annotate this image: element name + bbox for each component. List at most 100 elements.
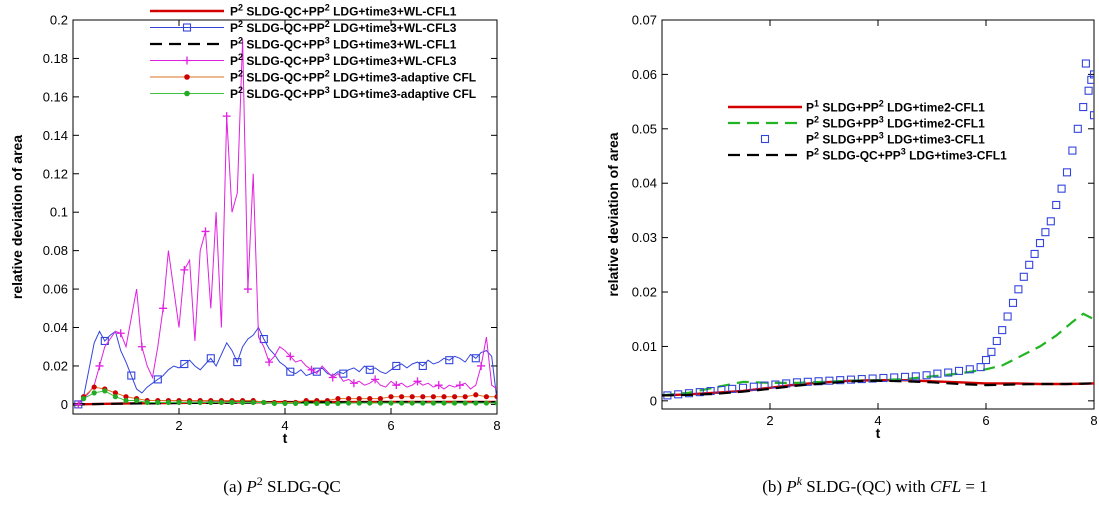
- data-point: [434, 381, 443, 390]
- data-point: [250, 399, 256, 406]
- data-point: [944, 368, 953, 377]
- data-point: [1046, 217, 1055, 226]
- series-3: [662, 379, 1094, 397]
- y-tick-label: 0.02: [632, 285, 657, 300]
- data-point: [229, 399, 235, 406]
- data-point: [455, 381, 464, 390]
- y-tick-label: 0.1: [50, 205, 68, 220]
- data-point: [176, 399, 182, 406]
- data-point: [1068, 146, 1077, 155]
- series-1: [74, 326, 497, 409]
- data-point: [868, 374, 877, 383]
- data-point: [473, 400, 479, 406]
- data-point: [1008, 298, 1018, 307]
- y-tick-label: 0.08: [43, 243, 68, 258]
- data-point: [483, 394, 489, 400]
- data-point: [180, 265, 189, 274]
- data-point: [312, 367, 321, 376]
- data-point: [803, 377, 812, 386]
- data-point: [418, 361, 427, 371]
- data-point: [1019, 272, 1028, 281]
- data-point: [356, 400, 362, 406]
- legend-entry-3: P2 SLDG-QC+PP3 LDG+time3-CFL1: [806, 147, 1007, 163]
- data-point: [420, 400, 426, 406]
- data-point: [293, 400, 299, 407]
- data-point: [367, 400, 373, 406]
- y-tick-label: 0.2: [50, 13, 68, 28]
- data-point: [153, 375, 162, 384]
- figure-caption: (b) Pk SLDG-(QC) with CFL = 1: [762, 474, 988, 496]
- data-point: [324, 400, 330, 407]
- data-point: [430, 400, 436, 406]
- data-point: [259, 334, 268, 344]
- data-point: [749, 382, 758, 391]
- data-point: [1025, 260, 1034, 269]
- plot-area: [662, 59, 1094, 400]
- data-point: [911, 372, 920, 381]
- data-point: [473, 392, 479, 398]
- data-point: [1003, 312, 1012, 321]
- data-point: [165, 399, 171, 406]
- data-point: [445, 356, 454, 365]
- data-point: [127, 371, 136, 380]
- y-tick-label: 0.06: [632, 67, 657, 82]
- y-tick-label: 0.04: [632, 176, 657, 191]
- data-point: [409, 400, 415, 406]
- data-point: [377, 400, 383, 406]
- x-axis-label: t: [876, 425, 881, 441]
- data-point: [420, 394, 426, 400]
- chart-b: 0 0.01 0.02 0.03 0.04 0.05 0.06 0.07 2 4 6 8 t relati…: [605, 13, 1098, 497]
- x-tick-label: 6: [387, 418, 394, 433]
- data-point: [328, 373, 337, 382]
- data-point: [81, 396, 87, 402]
- series-1: [662, 312, 1094, 397]
- data-point: [314, 400, 320, 407]
- data-point: [494, 400, 497, 406]
- legend-marker: [184, 74, 190, 80]
- series-line: [77, 326, 497, 405]
- data-point: [123, 397, 129, 404]
- data-point: [112, 394, 118, 400]
- data-point: [771, 380, 780, 389]
- x-tick-label: 6: [982, 413, 989, 428]
- data-point: [477, 361, 486, 370]
- x-axis-label: t: [283, 430, 288, 446]
- data-point: [1052, 200, 1061, 210]
- data-point: [271, 400, 277, 407]
- data-point: [954, 366, 964, 375]
- series-line: [83, 390, 497, 404]
- data-point: [134, 397, 140, 404]
- data-point: [112, 390, 118, 396]
- data-point: [430, 394, 436, 400]
- data-point: [846, 375, 856, 384]
- data-point: [1014, 285, 1023, 294]
- y-tick-label: 0.05: [632, 121, 657, 136]
- data-point: [1035, 239, 1045, 248]
- data-point: [981, 355, 991, 365]
- data-point: [965, 365, 974, 374]
- legend-entry-4: P2 SLDG-QC+PP2 LDG+time3-adaptive CFL: [230, 69, 476, 85]
- data-point: [282, 400, 288, 407]
- series-line: [662, 312, 1094, 397]
- data-point: [349, 379, 358, 388]
- data-point: [240, 399, 246, 406]
- data-point: [1062, 168, 1072, 177]
- data-point: [388, 394, 394, 400]
- data-point: [441, 400, 447, 406]
- data-point: [695, 388, 704, 397]
- data-point: [409, 394, 415, 400]
- data-point: [371, 375, 380, 384]
- data-point: [462, 400, 468, 406]
- data-point: [116, 329, 125, 338]
- data-point: [392, 361, 401, 371]
- plot-frame: [661, 19, 1095, 410]
- data-point: [180, 359, 189, 369]
- series-line: [83, 386, 497, 403]
- data-point: [95, 361, 104, 370]
- series-line: [662, 379, 1094, 397]
- chart-a: 0 0.02 0.04 0.06 0.08 0.1 0.12 0.14 0.16 0.18 0.2 2…: [9, 3, 501, 497]
- data-point: [825, 376, 834, 385]
